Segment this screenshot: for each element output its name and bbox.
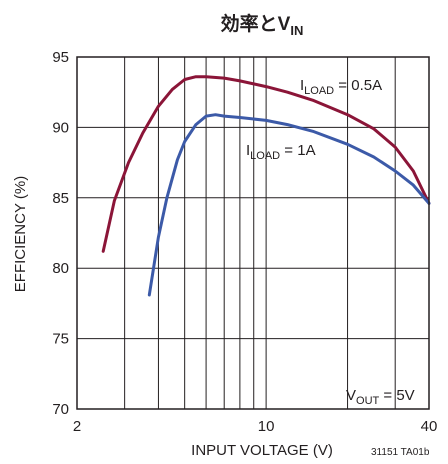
y-tick-labels: 70 75 80 85 90 95: [52, 49, 69, 418]
figure-code: 31151 TA01b: [371, 447, 430, 458]
x-tick-label: 2: [73, 418, 81, 435]
chart-title-main: 効率と: [221, 12, 278, 35]
grid: [77, 57, 429, 409]
series-line-0p5a: [101, 75, 431, 253]
y-tick-label: 80: [52, 260, 69, 277]
chart-title: 効率とVIN: [221, 12, 304, 38]
x-tick-label: 40: [421, 418, 438, 435]
y-tick-label: 70: [52, 401, 69, 418]
x-axis-label: INPUT VOLTAGE (V): [191, 442, 333, 459]
series-label-0p5a: ILOAD = 0.5A: [300, 77, 382, 97]
y-axis-label: EFFICIENCY (%): [12, 176, 29, 292]
series-line-1a: [147, 113, 431, 297]
y-tick-label: 95: [52, 49, 69, 66]
y-tick-label: 85: [52, 190, 69, 207]
y-tick-label: 75: [52, 331, 69, 348]
series-layer: [101, 75, 431, 297]
plot-frame: [76, 56, 430, 410]
vout-annotation: VOUT = 5V: [346, 387, 415, 407]
y-tick-label: 90: [52, 119, 69, 136]
x-tick-label: 10: [258, 418, 275, 435]
chart-title-var: V: [278, 14, 291, 35]
chart-title-sub: IN: [290, 23, 303, 38]
x-tick-labels: 2 10 40: [73, 418, 438, 435]
series-label-1a: ILOAD = 1A: [246, 142, 316, 162]
